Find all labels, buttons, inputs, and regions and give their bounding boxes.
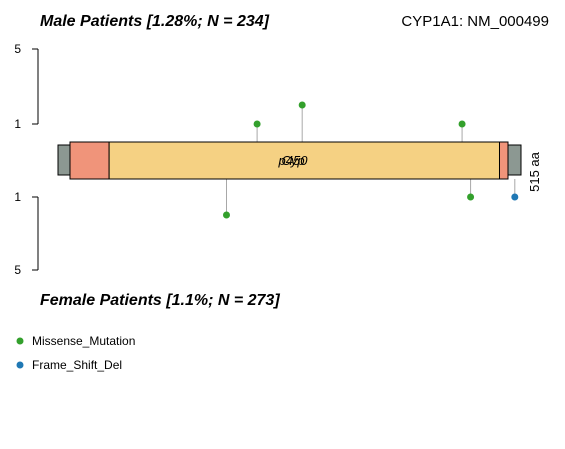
legend-label-0: Missense_Mutation: [32, 334, 135, 348]
bottom-y-axis: 1 5: [14, 190, 39, 277]
domain-1: [108, 141, 500, 180]
top-axis-label-5: 5: [14, 42, 21, 56]
bottom-panel-title: Female Patients [1.1%; N = 273]: [40, 292, 280, 309]
domain-label-0: Cyp: [281, 153, 304, 168]
top-axis-label-1: 1: [14, 117, 21, 131]
bottom-axis-label-1: 1: [14, 190, 21, 204]
bottom-axis-label-5: 5: [14, 263, 21, 277]
legend: Missense_Mutation Frame_Shift_Del: [16, 334, 135, 372]
top-mutation-point-1: [298, 101, 306, 109]
top-y-axis: 5 1: [14, 42, 39, 131]
top-mutation-point-0: [253, 120, 261, 128]
bottom-mutation-point-1: [467, 193, 475, 201]
top-mutation-point-2: [458, 120, 466, 128]
lollipop-heads: [222, 101, 519, 219]
domain-0: [69, 141, 110, 180]
legend-label-1: Frame_Shift_Del: [32, 358, 122, 372]
bottom-mutation-point-2: [511, 193, 519, 201]
domain-label-1: p450: [278, 153, 309, 168]
protein-length-label: 515 aa: [527, 151, 542, 192]
domain-2: [498, 141, 509, 180]
legend-marker-0: [16, 337, 24, 345]
gene-title: CYP1A1: NM_000499: [401, 13, 549, 30]
legend-marker-1: [16, 361, 24, 369]
bottom-mutation-point-0: [222, 211, 230, 219]
top-panel-title: Male Patients [1.28%; N = 234]: [40, 13, 270, 30]
